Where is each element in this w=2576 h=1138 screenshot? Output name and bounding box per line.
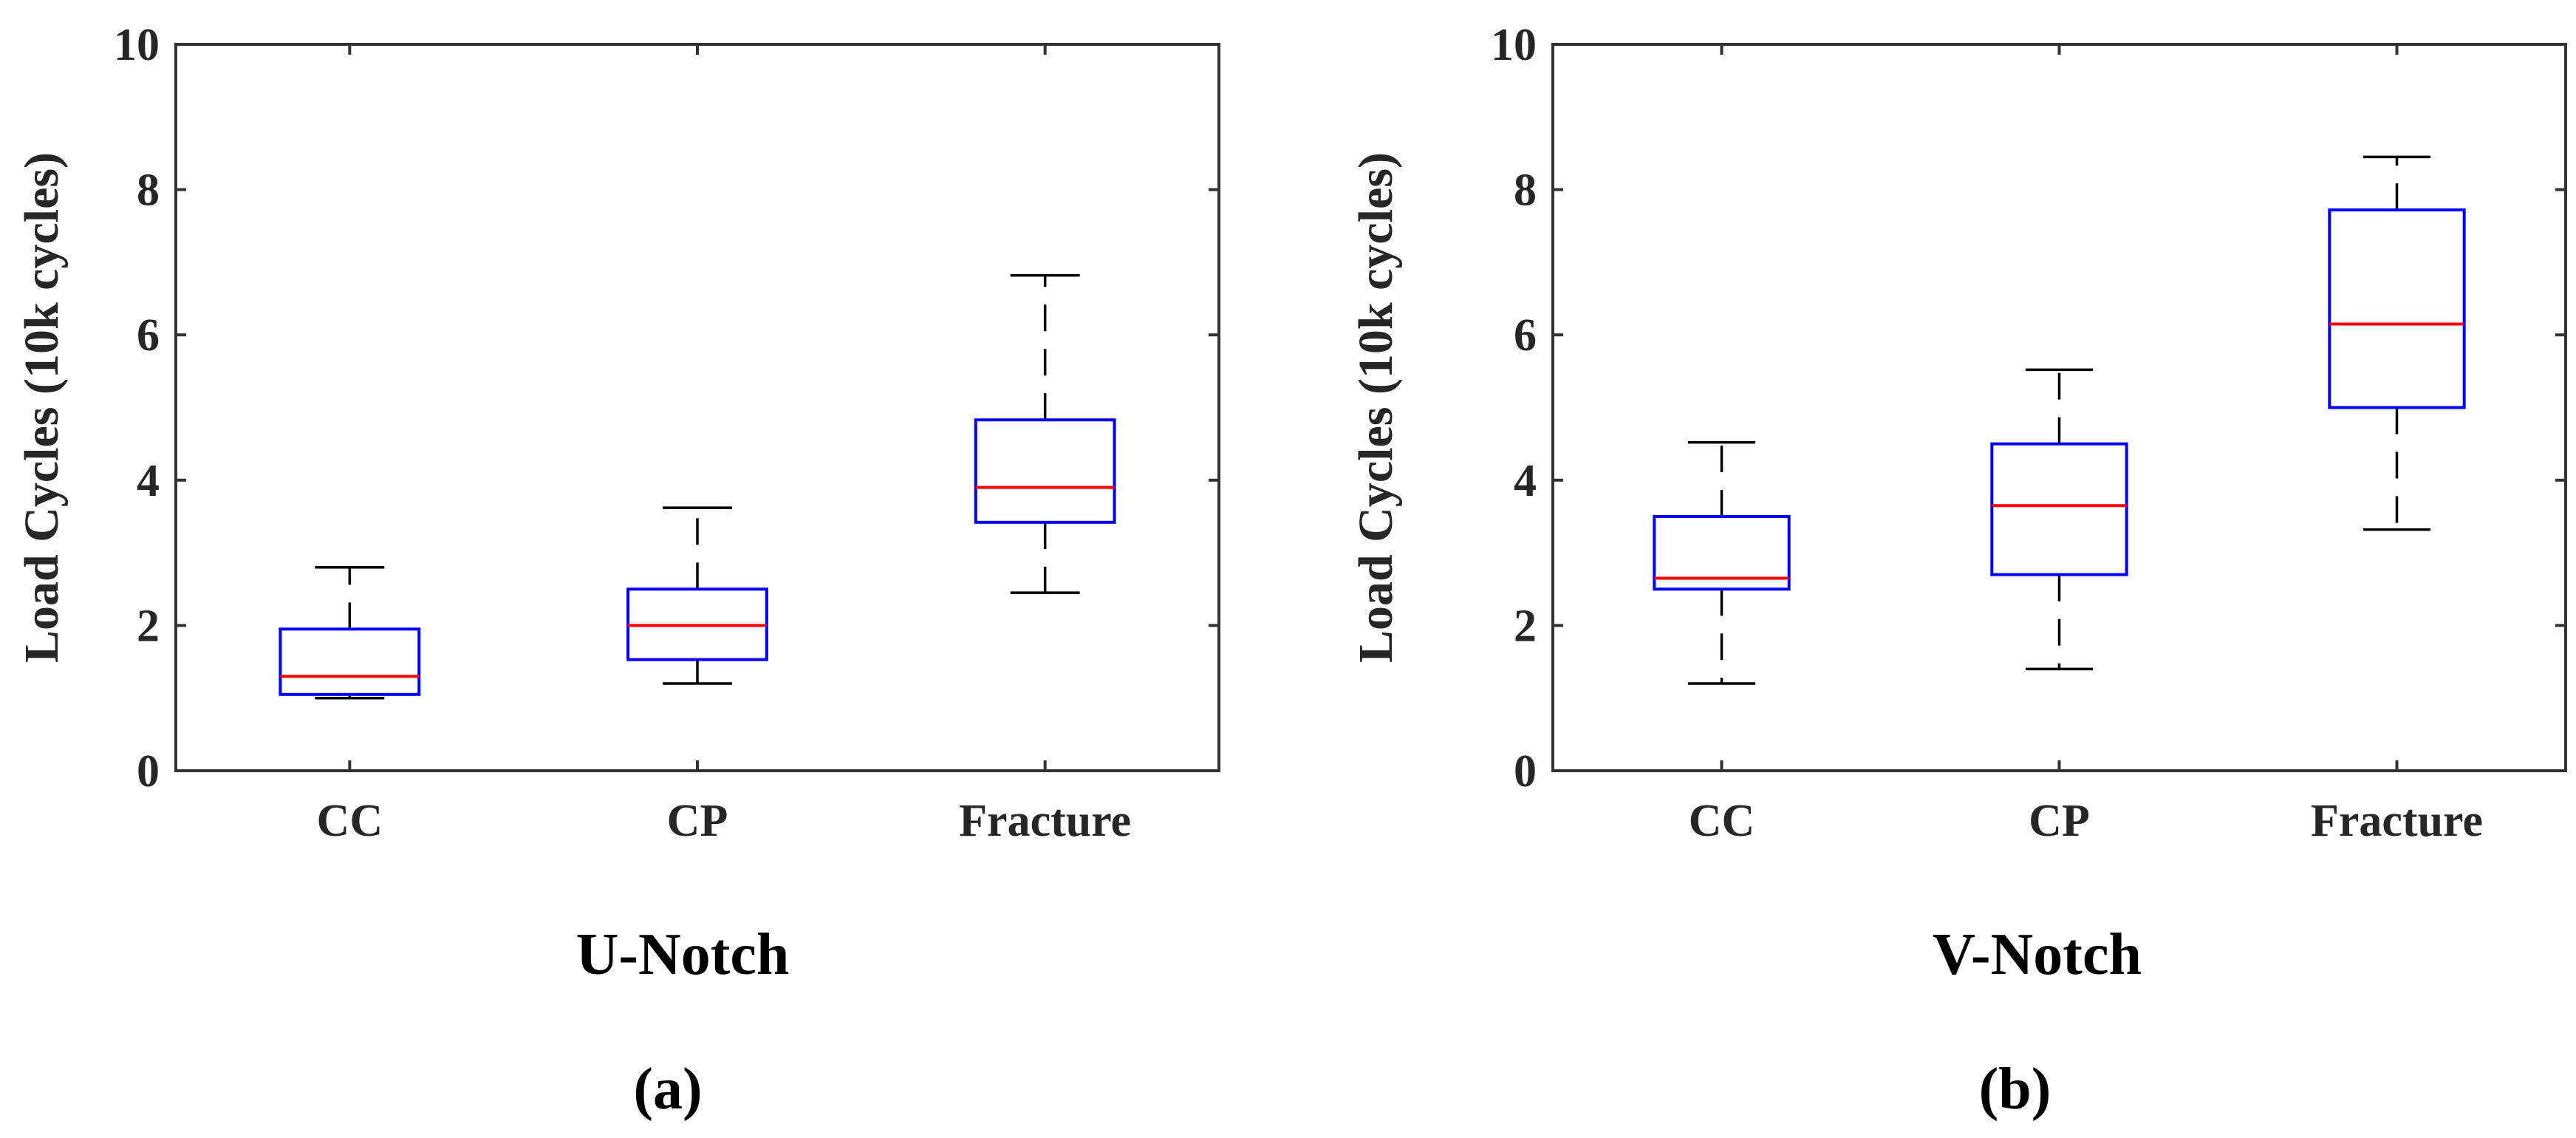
box-cc: [279, 566, 421, 700]
y-axis-label: Load Cycles (10k cycles): [15, 152, 69, 663]
box-iqr: [1990, 442, 2128, 576]
panel-b: 0 2 4 6 8 10 CC CP Fracture Load Cycles (10k cycl…: [1349, 20, 2567, 1122]
y-tick-label: 6: [137, 310, 160, 361]
y-tick-label: 4: [1514, 456, 1537, 506]
box-iqr: [1653, 514, 1791, 591]
box-iqr: [974, 418, 1116, 524]
box-cc: [1653, 440, 1791, 685]
panel-label: (b): [1979, 1057, 2051, 1122]
y-tick-label: 2: [137, 601, 160, 651]
x-tick-label: CP: [2029, 796, 2090, 846]
box-iqr: [2328, 208, 2466, 409]
box-cp: [1990, 368, 2128, 671]
x-tick-label: CC: [1689, 796, 1755, 846]
panel-label: (a): [633, 1057, 702, 1122]
y-axis-label: Load Cycles (10k cycles): [1349, 152, 1403, 663]
x-tick-label: Fracture: [2311, 796, 2483, 846]
box-iqr: [279, 627, 421, 696]
box-fracture: [2328, 155, 2466, 531]
y-tick-label: 8: [137, 166, 160, 216]
box-cp: [626, 506, 768, 685]
y-tick-label: 2: [1514, 601, 1537, 651]
x-tick-label: CP: [667, 796, 728, 846]
y-tick-label: 4: [137, 456, 160, 506]
x-axis-label: V-Notch: [1933, 922, 2142, 987]
y-tick-label: 0: [137, 746, 160, 797]
y-tick-label: 10: [114, 20, 160, 70]
panel-a: 0 2 4 6 8 10 CC CP Fracture Load Cycles (10k cycl…: [15, 20, 1220, 1122]
x-axis-label: U-Notch: [576, 922, 790, 987]
y-tick-label: 6: [1514, 310, 1537, 361]
x-tick-label: Fracture: [959, 796, 1131, 846]
y-tick-label: 8: [1514, 166, 1537, 216]
y-tick-label: 0: [1514, 746, 1537, 797]
y-tick-label: 10: [1491, 20, 1537, 70]
x-tick-label: CC: [317, 796, 383, 846]
box-fracture: [974, 273, 1116, 594]
